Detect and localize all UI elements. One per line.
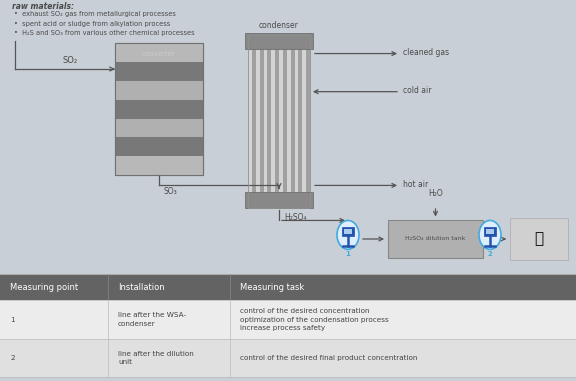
Ellipse shape	[337, 221, 359, 249]
Text: H₂SO₄ dilution tank: H₂SO₄ dilution tank	[406, 237, 465, 242]
Text: hot air: hot air	[403, 180, 428, 189]
Bar	[248, 35, 310, 208]
Bar	[510, 218, 568, 259]
Bar	[260, 50, 263, 194]
Bar	[0, 301, 576, 339]
Bar	[306, 50, 310, 194]
Bar	[248, 35, 310, 208]
Text: 1: 1	[346, 251, 350, 257]
Bar	[248, 50, 252, 194]
Bar	[271, 50, 275, 194]
Bar	[115, 81, 203, 100]
Bar	[115, 43, 203, 62]
Bar	[267, 50, 271, 194]
Bar	[287, 50, 291, 194]
Bar	[245, 192, 313, 208]
Bar	[294, 50, 298, 194]
Bar	[0, 274, 576, 301]
Bar	[486, 229, 494, 234]
Text: 1: 1	[10, 317, 14, 323]
Bar	[279, 50, 283, 194]
Bar	[283, 50, 287, 194]
Bar	[115, 118, 203, 138]
Text: line after the WSA-
condenser: line after the WSA- condenser	[118, 312, 186, 327]
Bar	[0, 339, 576, 377]
Text: cleaned gas: cleaned gas	[403, 48, 449, 57]
Text: cold air: cold air	[403, 86, 431, 95]
Text: •  spent acid or sludge from alkylation process: • spent acid or sludge from alkylation p…	[14, 21, 170, 27]
Text: •  exhaust SO₂ gas from metallurgical processes: • exhaust SO₂ gas from metallurgical pro…	[14, 11, 176, 17]
Bar	[256, 50, 260, 194]
Bar	[298, 50, 302, 194]
Bar	[302, 50, 306, 194]
Bar	[245, 33, 313, 50]
Text: line after the dilution
unit: line after the dilution unit	[118, 351, 194, 365]
Bar	[115, 138, 203, 156]
Text: control of the desired final product concentration: control of the desired final product con…	[240, 355, 418, 361]
Text: H₂O: H₂O	[428, 189, 443, 198]
Text: 2: 2	[10, 355, 14, 361]
Bar	[252, 50, 256, 194]
Bar	[291, 50, 294, 194]
Bar	[115, 156, 203, 175]
Bar	[115, 100, 203, 118]
Ellipse shape	[479, 221, 501, 249]
Text: •  H₂S and SO₃ from various other chemical processes: • H₂S and SO₃ from various other chemica…	[14, 30, 195, 36]
Text: 🚛: 🚛	[535, 232, 544, 247]
Text: Measuring task: Measuring task	[240, 283, 304, 292]
FancyBboxPatch shape	[115, 43, 203, 175]
Text: SO₂: SO₂	[62, 56, 78, 65]
FancyBboxPatch shape	[388, 221, 483, 258]
Text: H₂SO₄: H₂SO₄	[284, 213, 306, 222]
Text: Installation: Installation	[118, 283, 165, 292]
Bar	[344, 229, 352, 234]
Bar	[115, 62, 203, 81]
Bar	[342, 227, 354, 236]
Text: raw materials:: raw materials:	[12, 2, 74, 11]
Text: control of the desired concentration
optimization of the condensation process
in: control of the desired concentration opt…	[240, 308, 389, 331]
Text: 2: 2	[488, 251, 492, 257]
Text: converter: converter	[142, 51, 176, 56]
Text: SO₃: SO₃	[164, 187, 178, 197]
Bar	[484, 227, 496, 236]
Bar	[275, 50, 279, 194]
Text: Measuring point: Measuring point	[10, 283, 78, 292]
Bar	[263, 50, 267, 194]
Text: condenser: condenser	[259, 21, 299, 30]
